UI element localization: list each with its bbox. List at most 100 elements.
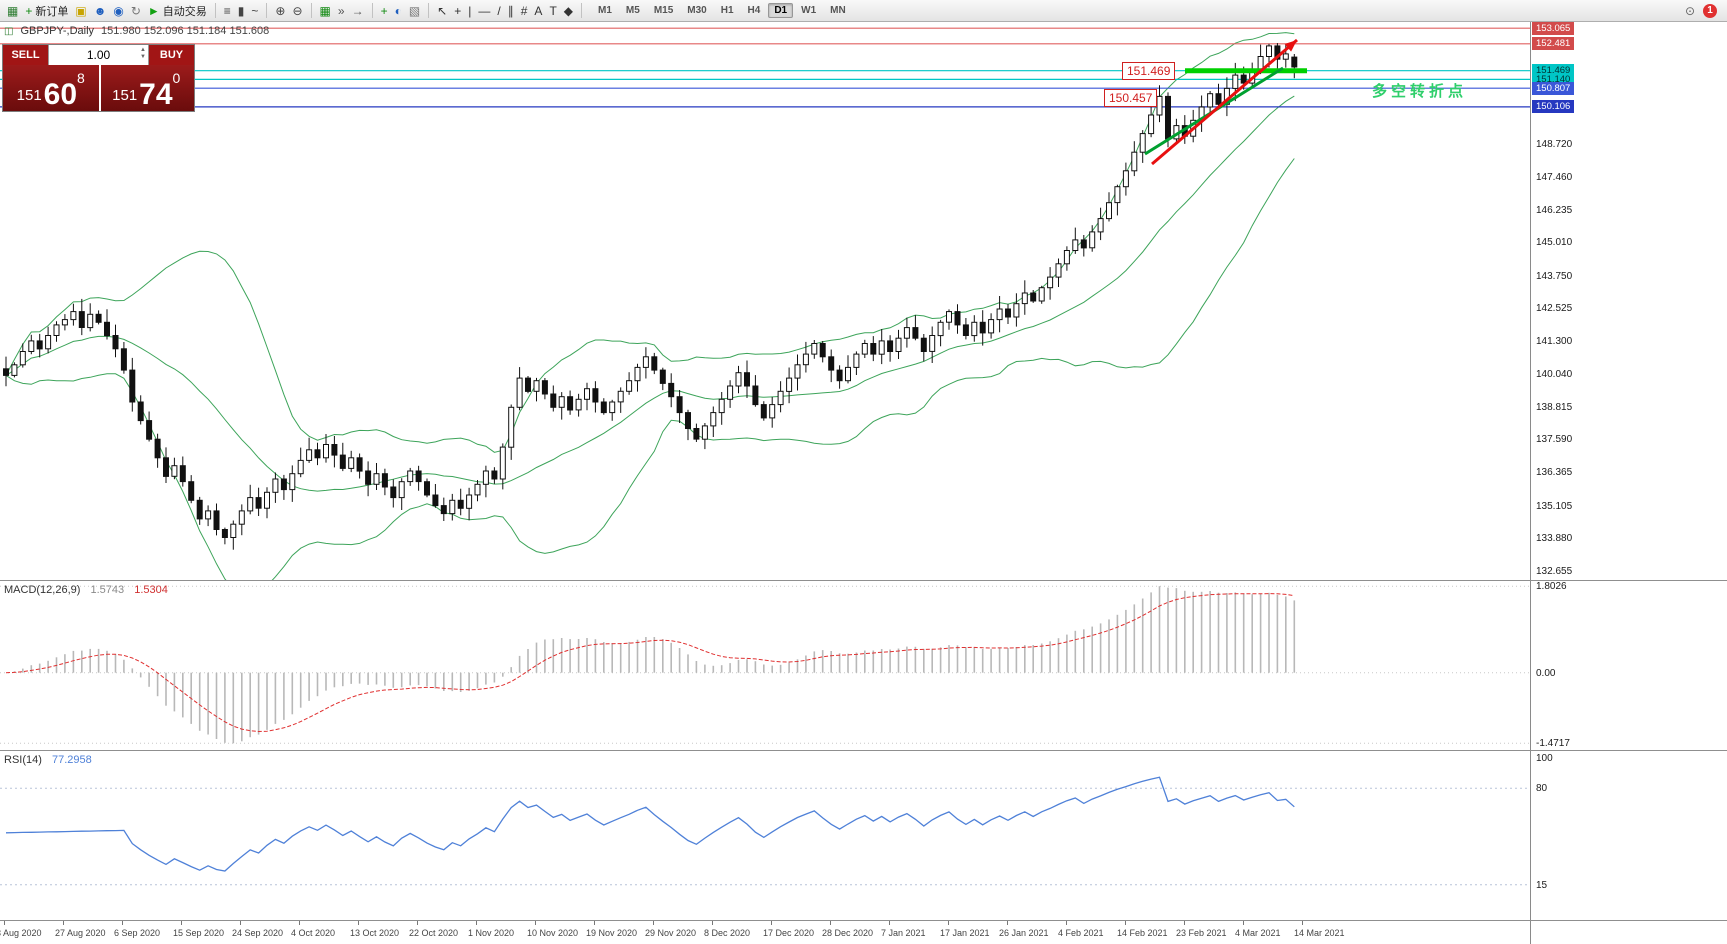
new-order-button[interactable]: + 新订单 <box>22 2 71 20</box>
sell-button[interactable]: SELL <box>3 45 48 65</box>
date-axis-label: 19 Nov 2020 <box>586 928 638 938</box>
date-axis-label: 22 Oct 2020 <box>409 928 459 938</box>
templates-icon[interactable]: ▧ <box>406 2 423 20</box>
label-icon[interactable]: T <box>546 2 559 20</box>
price-axis-label: 137.590 <box>1536 434 1573 446</box>
rsi-name: RSI(14) <box>4 754 42 766</box>
new-order-button-label: 新订单 <box>35 5 69 18</box>
price-axis: 148.720 147.460 146.235 145.010 143.750 142.5… <box>1530 21 1727 944</box>
shapes-icon[interactable]: ◆ <box>561 2 576 20</box>
zoom-out-icon[interactable]: ⊖ <box>289 2 305 20</box>
macd-axis-label: -1.4717 <box>1536 738 1570 750</box>
periods-icon[interactable]: ◐ <box>392 2 405 20</box>
search-icon[interactable]: ⊙ <box>1684 3 1695 18</box>
date-axis-label: 23 Feb 2021 <box>1176 928 1227 938</box>
one-click-top-row: SELL ▲▼ BUY <box>3 45 194 65</box>
buy-button[interactable]: BUY <box>149 45 194 65</box>
autotrading-button-label: 自动交易 <box>162 5 207 18</box>
date-tick <box>889 921 890 925</box>
tile-windows-icon[interactable]: ▦ <box>317 2 334 20</box>
timeframe-m1[interactable]: M1 <box>598 5 612 16</box>
rsi-panel[interactable]: RSI(14) 77.2958 <box>0 751 1530 919</box>
autotrading-button[interactable]: ► 自动交易 <box>145 2 210 20</box>
horizontal-line-icon[interactable]: — <box>475 2 493 20</box>
timeframe-mn[interactable]: MN <box>830 5 846 16</box>
script-icon[interactable]: ▣ <box>72 2 89 20</box>
timeframe-d1[interactable]: D1 <box>768 3 794 18</box>
refresh-icon[interactable]: ↻ <box>128 2 144 20</box>
chart-title-symbol: GBPJPY-,Daily <box>20 25 95 37</box>
timeframe-m5[interactable]: M5 <box>625 5 640 16</box>
timeframe-h1[interactable]: H1 <box>720 5 734 16</box>
market-watch-icon[interactable]: ◉ <box>110 2 126 20</box>
chart-symbol-icon: ◫ <box>4 25 14 37</box>
profiles-icon[interactable]: ☻ <box>91 2 110 20</box>
date-axis-label: 28 Dec 2020 <box>822 928 874 938</box>
toolbar-separator <box>266 3 268 18</box>
volume-input[interactable] <box>49 47 148 63</box>
macd-svg[interactable] <box>0 581 1530 749</box>
timeframe-h4[interactable]: H4 <box>747 5 761 16</box>
notification-badge[interactable]: 1 <box>1703 3 1717 18</box>
date-tick <box>1125 921 1126 925</box>
sell-price-prefix: 151 <box>16 87 42 104</box>
line-chart-icon[interactable]: ~ <box>248 2 261 20</box>
price-level-label: 150.807 <box>1532 81 1575 95</box>
bar-chart-icon: ≡ <box>223 3 231 18</box>
volume-field: ▲▼ <box>48 45 149 65</box>
rsi-svg[interactable] <box>0 751 1530 919</box>
panel-separator <box>0 580 1727 581</box>
market-watch-icon: ◉ <box>113 3 124 18</box>
volume-down-icon[interactable]: ▼ <box>140 54 146 60</box>
timeframe-m15[interactable]: M15 <box>653 5 674 16</box>
auto-scroll-icon[interactable]: » <box>335 2 348 20</box>
timeframe-w1[interactable]: W1 <box>801 5 817 16</box>
date-axis-label: 27 Aug 2020 <box>55 928 106 938</box>
rsi-axis-label: 15 <box>1536 879 1548 891</box>
periods-icon: ◐ <box>394 3 402 18</box>
price-chart-panel[interactable]: ◫ GBPJPY-,Daily 151.980 152.096 151.184 … <box>0 22 1530 580</box>
date-axis-label: 24 Sep 2020 <box>232 928 284 938</box>
vertical-line-icon[interactable]: | <box>465 2 474 20</box>
crosshair-icon[interactable]: + <box>451 2 464 20</box>
candlestick-chart-icon[interactable]: ▮ <box>235 2 248 20</box>
fibonacci-icon[interactable]: # <box>518 2 531 20</box>
auto-scroll-icon: » <box>337 3 345 18</box>
panel-separator <box>0 750 1727 751</box>
text-icon[interactable]: A <box>531 2 545 20</box>
price-axis-label: 143.750 <box>1536 270 1573 282</box>
buy-price-main: 74 <box>139 77 173 111</box>
buy-price[interactable]: 151 74 0 <box>99 65 195 111</box>
bar-chart-icon[interactable]: ≡ <box>221 2 234 20</box>
line-chart-icon: ~ <box>251 3 259 18</box>
volume-up-icon[interactable]: ▲ <box>140 47 146 53</box>
rsi-title: RSI(14) 77.2958 <box>4 754 92 766</box>
date-axis: 3 Aug 2020 27 Aug 2020 6 Sep 2020 15 Sep 20… <box>0 921 1530 944</box>
toolbar-groups: ▦ + 新订单 ▣ ☻ ◉ ↻ ► 自动交易 ≡ ▮ ~ ⊕ ⊖ ▦» → + ◐ ▧ ↖ + | — / ∥ # A T ◆ <box>4 2 576 20</box>
chart-window-icon[interactable]: ▦ <box>4 2 21 20</box>
label-icon: T <box>549 3 557 18</box>
rsi-value: 77.2958 <box>51 754 92 766</box>
chart-shift-icon[interactable]: → <box>349 2 367 20</box>
sell-price[interactable]: 151 60 8 <box>3 65 99 111</box>
date-tick <box>63 921 64 925</box>
zoom-in-icon[interactable]: ⊕ <box>272 2 288 20</box>
date-tick <box>1243 921 1244 925</box>
price-level-label: 152.481 <box>1532 37 1575 51</box>
autotrading-button: ► <box>147 3 160 18</box>
zoom-in-icon: ⊕ <box>275 3 286 18</box>
date-axis-label: 15 Sep 2020 <box>173 928 225 938</box>
cursor-icon[interactable]: ↖ <box>434 2 450 20</box>
channel-icon[interactable]: ∥ <box>505 2 517 20</box>
script-icon: ▣ <box>75 3 87 18</box>
macd-panel[interactable]: MACD(12,26,9) 1.5743 1.5304 <box>0 581 1530 749</box>
date-tick <box>358 921 359 925</box>
indicators-icon[interactable]: + <box>378 2 391 20</box>
price-chart-svg[interactable] <box>0 22 1530 580</box>
macd-axis-label: 1.8026 <box>1536 581 1567 593</box>
price-axis-label: 135.105 <box>1536 500 1573 512</box>
timeframe-m30[interactable]: M30 <box>687 5 707 16</box>
macd-name: MACD(12,26,9) <box>4 584 81 596</box>
trendline-icon[interactable]: / <box>494 2 503 20</box>
date-axis-label: 29 Nov 2020 <box>645 928 697 938</box>
